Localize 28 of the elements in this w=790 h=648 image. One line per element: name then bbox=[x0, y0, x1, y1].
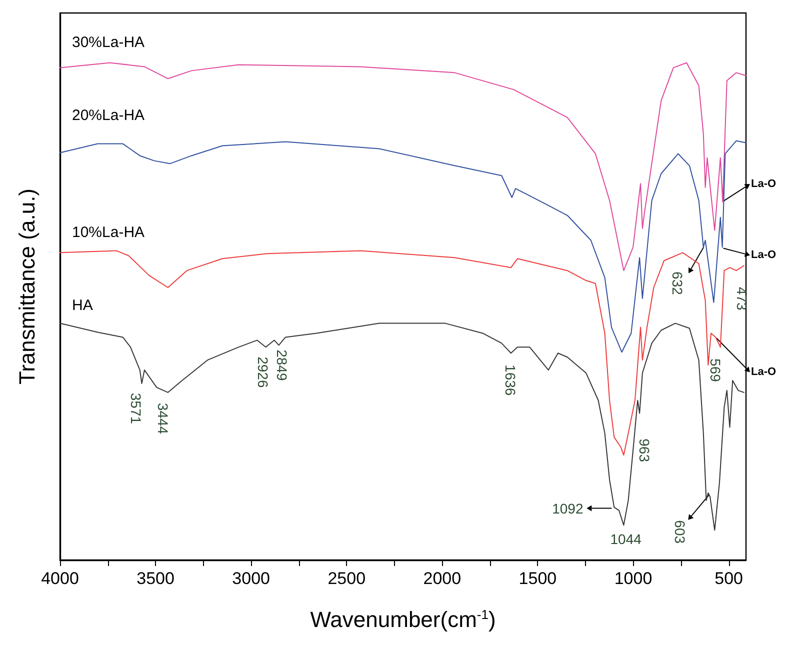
annotation: 603 bbox=[672, 520, 688, 544]
x-tick-label: 2500 bbox=[328, 569, 366, 588]
x-tick-label: 500 bbox=[714, 569, 743, 588]
series-label: HA bbox=[72, 296, 93, 314]
x-tick-label: 1500 bbox=[518, 569, 557, 588]
annotation: 1044 bbox=[610, 531, 642, 548]
annotation: La-O bbox=[751, 249, 776, 262]
annotation: 963 bbox=[636, 438, 652, 462]
series-label: 20%La-HA bbox=[72, 107, 145, 124]
y-axis-title: Transmittance (a.u.) bbox=[14, 188, 40, 385]
annotation: 3444 bbox=[155, 402, 172, 434]
annotation: La-O bbox=[751, 366, 776, 378]
annotation: 569 bbox=[708, 358, 724, 382]
annotation: 3571 bbox=[128, 392, 144, 424]
x-tick-label: 3500 bbox=[136, 569, 174, 588]
x-tick-label: 4000 bbox=[41, 569, 79, 588]
x-tick-label: 3000 bbox=[232, 569, 270, 588]
x-tick-label: 2000 bbox=[423, 569, 462, 588]
annotation: 2849 bbox=[274, 350, 290, 381]
annotation: La-O bbox=[751, 178, 776, 190]
annotation: 632 bbox=[670, 272, 686, 296]
annotation: 1636 bbox=[502, 364, 519, 396]
annotation: 473 bbox=[734, 286, 750, 310]
series-label: 30%La-HA bbox=[72, 34, 145, 52]
x-tick-label: 1000 bbox=[614, 569, 652, 588]
annotation: 1092 bbox=[552, 500, 584, 516]
annotation: 2926 bbox=[255, 356, 272, 388]
series-label: 10%La-HA bbox=[72, 224, 145, 242]
